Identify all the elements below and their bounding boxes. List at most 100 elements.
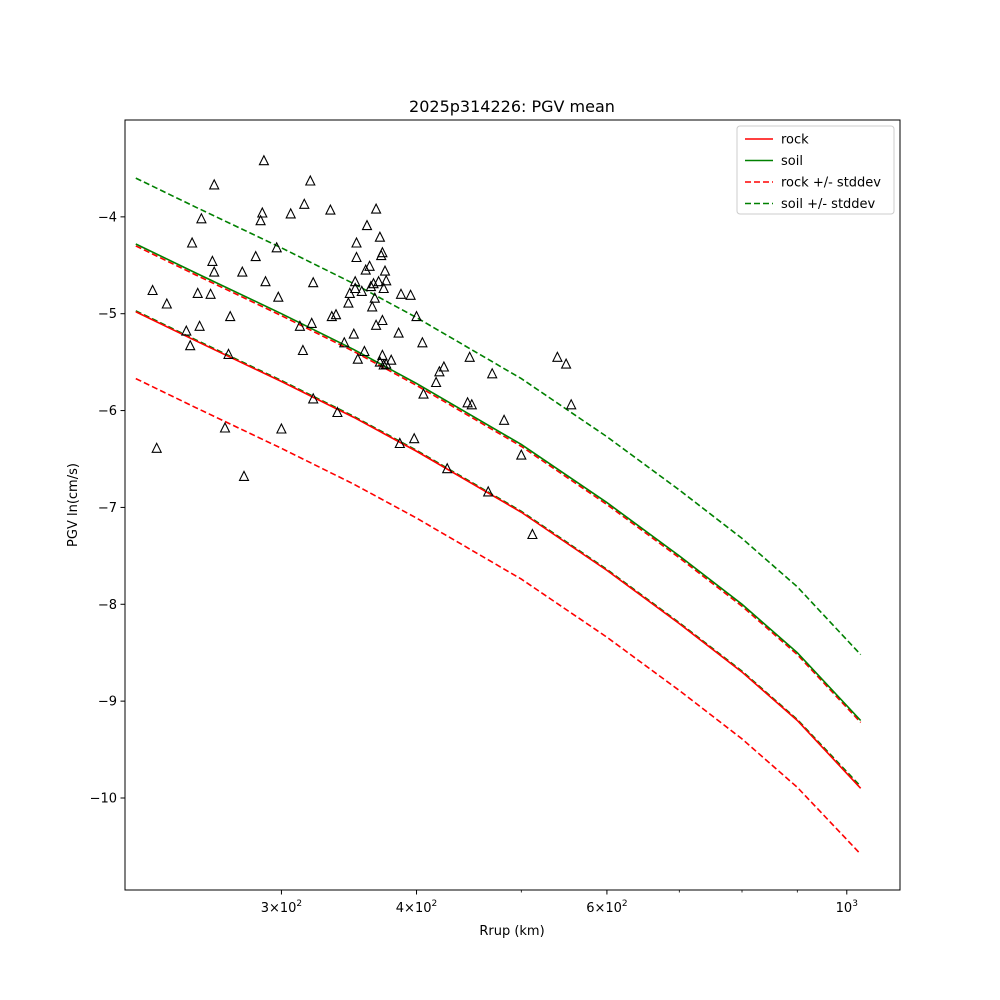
observation-marker xyxy=(349,275,361,287)
observation-marker xyxy=(560,357,572,369)
series-line-rock-stddev-0 xyxy=(135,245,862,723)
observation-marker xyxy=(180,324,192,336)
observation-marker xyxy=(365,280,377,292)
observation-marker xyxy=(377,246,388,258)
observation-marker xyxy=(161,297,173,309)
legend-label-rock-stddev: rock +/- stddev xyxy=(781,176,881,191)
plot-frame xyxy=(124,119,901,891)
observation-marker xyxy=(330,308,342,320)
observation-marker xyxy=(408,432,420,444)
observation-marker xyxy=(498,414,510,425)
legend: rock soil rock +/- stddev soil +/- stddev xyxy=(736,125,895,215)
x-tick-label: 103 xyxy=(836,899,858,916)
observation-marker xyxy=(343,296,354,308)
legend-label-soil: soil xyxy=(781,154,803,169)
observation-marker xyxy=(380,274,392,286)
observation-marker xyxy=(271,241,283,253)
series-line-rock-stddev-1 xyxy=(135,377,862,855)
y-tick-label: −9 xyxy=(98,695,117,710)
observation-marker xyxy=(527,528,538,540)
observation-marker xyxy=(332,406,343,418)
y-tick-label: −10 xyxy=(90,791,117,806)
observation-marker xyxy=(256,206,268,218)
observation-marker xyxy=(370,202,382,214)
observation-marker xyxy=(272,290,284,302)
observation-marker xyxy=(192,287,204,298)
observation-marker xyxy=(208,178,220,190)
legend-box xyxy=(736,125,895,215)
observation-marker xyxy=(184,339,196,351)
observation-marker xyxy=(207,255,218,266)
observation-marker xyxy=(379,264,391,276)
observation-marker xyxy=(205,288,216,299)
y-tick-label: −4 xyxy=(98,210,117,225)
observation-marker xyxy=(486,367,498,379)
observation-marker xyxy=(374,230,386,242)
observation-marker xyxy=(466,398,478,410)
observation-marker xyxy=(307,392,319,404)
series-line-soil-stddev-0 xyxy=(135,177,862,656)
observation-marker xyxy=(380,357,392,369)
observation-marker xyxy=(418,387,429,399)
observation-marker xyxy=(441,462,453,474)
observation-marker xyxy=(377,349,388,360)
observation-marker xyxy=(552,351,563,362)
observation-marker xyxy=(298,198,310,209)
observation-marker xyxy=(369,291,381,303)
observation-marker xyxy=(208,265,220,277)
observation-marker xyxy=(405,289,416,300)
observation-marker xyxy=(366,300,378,312)
observation-marker xyxy=(306,317,318,328)
observation-marker xyxy=(196,212,207,224)
y-axis-label: PGV ln(cm/s) xyxy=(66,463,81,547)
observation-marker xyxy=(438,360,450,372)
observation-marker xyxy=(349,282,361,294)
observation-marker xyxy=(364,260,375,271)
observation-marker xyxy=(147,284,158,296)
observation-marker xyxy=(348,327,360,339)
y-tick-label: −8 xyxy=(98,598,117,613)
observation-marker xyxy=(430,376,442,388)
observation-marker xyxy=(260,275,271,287)
x-tick-label: 6×102 xyxy=(586,899,627,916)
observation-marker xyxy=(223,348,234,359)
observation-marker xyxy=(151,442,163,453)
observation-marker xyxy=(255,214,266,226)
series-line-soil-0 xyxy=(135,243,862,722)
observation-marker xyxy=(515,448,527,460)
observation-marker xyxy=(219,421,231,433)
observation-marker xyxy=(325,203,336,215)
observation-marker xyxy=(385,353,397,365)
observation-marker xyxy=(352,352,364,364)
x-tick-label: 3×102 xyxy=(261,899,302,916)
chart-title: 2025p314226: PGV mean xyxy=(409,97,615,116)
observation-marker xyxy=(238,470,250,481)
x-tick-label: 4×102 xyxy=(396,899,437,916)
observation-marker xyxy=(194,320,205,331)
observation-marker xyxy=(565,398,577,410)
observation-marker xyxy=(351,251,362,263)
observation-marker xyxy=(258,154,270,166)
y-tick-label: −5 xyxy=(98,307,117,322)
observation-marker xyxy=(361,219,373,231)
observation-marker xyxy=(285,207,297,219)
observation-marker xyxy=(356,285,368,296)
legend-label-rock: rock xyxy=(781,133,809,148)
observation-marker xyxy=(338,336,350,348)
observation-marker xyxy=(360,263,372,275)
observation-marker xyxy=(462,396,473,408)
observation-marker xyxy=(351,236,362,248)
observation-marker xyxy=(374,355,386,367)
observation-marker xyxy=(377,314,388,326)
observation-marker xyxy=(186,236,198,248)
x-axis-label: Rrup (km) xyxy=(479,924,544,939)
observation-marker xyxy=(417,336,428,348)
y-tick-label: −6 xyxy=(98,404,117,419)
observation-marker xyxy=(359,345,370,357)
observation-marker xyxy=(294,320,306,331)
observation-marker xyxy=(307,276,319,288)
series-line-rock-0 xyxy=(135,311,862,789)
x-axis: 3×102 4×102 6×102 103 xyxy=(261,890,858,916)
observation-marker xyxy=(236,265,248,277)
